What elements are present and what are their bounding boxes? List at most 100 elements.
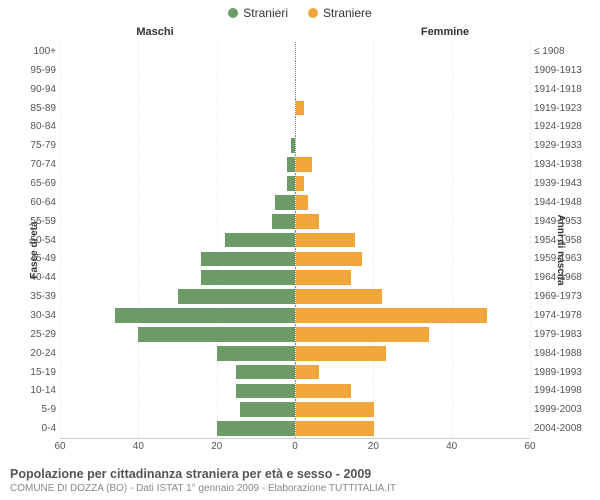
female-bar — [296, 157, 312, 172]
age-label: 25-29 — [22, 329, 56, 340]
age-label: 60-64 — [22, 197, 56, 208]
female-bar — [296, 308, 487, 323]
legend-male-label: Stranieri — [243, 6, 288, 20]
chart-row: 90-941914-1918 — [60, 80, 530, 99]
female-half — [295, 419, 530, 438]
male-bar — [236, 384, 295, 399]
age-label: 45-49 — [22, 253, 56, 264]
male-bar — [240, 402, 295, 417]
female-bar — [296, 327, 429, 342]
chart-rows: 100+≤ 190895-991909-191390-941914-191885… — [60, 42, 530, 438]
birth-year-label: 1979-1983 — [534, 329, 588, 340]
female-bar — [296, 233, 355, 248]
age-label: 10-14 — [22, 385, 56, 396]
header-male: Maschi — [0, 26, 250, 38]
male-bar — [201, 252, 295, 267]
birth-year-label: 2004-2008 — [534, 423, 588, 434]
age-label: 75-79 — [22, 140, 56, 151]
male-bar — [138, 327, 295, 342]
male-bar — [272, 214, 296, 229]
female-half — [295, 193, 530, 212]
female-bar — [296, 421, 374, 436]
chart-row: 10-141994-1998 — [60, 381, 530, 400]
chart-row: 45-491959-1963 — [60, 249, 530, 268]
chart-row: 25-291979-1983 — [60, 325, 530, 344]
male-half — [60, 174, 295, 193]
male-half — [60, 117, 295, 136]
birth-year-label: 1929-1933 — [534, 140, 588, 151]
male-half — [60, 61, 295, 80]
female-half — [295, 212, 530, 231]
y-axis-left-title: Fasce di età — [29, 221, 40, 278]
birth-year-label: 1934-1938 — [534, 159, 588, 170]
male-swatch — [228, 8, 238, 18]
female-half — [295, 400, 530, 419]
female-half — [295, 155, 530, 174]
male-half — [60, 231, 295, 250]
age-label: 5-9 — [22, 404, 56, 415]
age-label: 0-4 — [22, 423, 56, 434]
birth-year-label: 1984-1988 — [534, 348, 588, 359]
age-label: 95-99 — [22, 65, 56, 76]
footer: Popolazione per cittadinanza straniera p… — [10, 467, 590, 494]
female-half — [295, 136, 530, 155]
legend-female-label: Straniere — [323, 6, 372, 20]
birth-year-label: 1909-1913 — [534, 65, 588, 76]
chart-row: 95-991909-1913 — [60, 61, 530, 80]
female-half — [295, 344, 530, 363]
male-half — [60, 136, 295, 155]
age-label: 80-84 — [22, 121, 56, 132]
birth-year-label: 1969-1973 — [534, 291, 588, 302]
birth-year-label: 1949-1953 — [534, 216, 588, 227]
female-half — [295, 306, 530, 325]
age-label: 70-74 — [22, 159, 56, 170]
female-half — [295, 42, 530, 61]
male-half — [60, 419, 295, 438]
male-half — [60, 344, 295, 363]
female-bar — [296, 195, 308, 210]
female-bar — [296, 214, 319, 229]
male-bar — [287, 157, 295, 172]
male-half — [60, 325, 295, 344]
birth-year-label: 1919-1923 — [534, 103, 588, 114]
female-swatch — [308, 8, 318, 18]
female-bar — [296, 270, 351, 285]
female-bar — [296, 346, 386, 361]
female-half — [295, 381, 530, 400]
age-label: 20-24 — [22, 348, 56, 359]
birth-year-label: 1939-1943 — [534, 178, 588, 189]
female-half — [295, 231, 530, 250]
pyramid-chart: 100+≤ 190895-991909-191390-941914-191885… — [60, 42, 530, 438]
x-tick: 60 — [524, 441, 535, 452]
age-label: 40-44 — [22, 272, 56, 283]
chart-row: 80-841924-1928 — [60, 117, 530, 136]
female-half — [295, 99, 530, 118]
chart-row: 55-591949-1953 — [60, 212, 530, 231]
male-half — [60, 193, 295, 212]
age-label: 65-69 — [22, 178, 56, 189]
chart-row: 75-791929-1933 — [60, 136, 530, 155]
age-label: 55-59 — [22, 216, 56, 227]
age-label: 85-89 — [22, 103, 56, 114]
male-bar — [275, 195, 295, 210]
female-bar — [296, 365, 319, 380]
female-half — [295, 61, 530, 80]
chart-row: 30-341974-1978 — [60, 306, 530, 325]
birth-year-label: 1999-2003 — [534, 404, 588, 415]
male-half — [60, 400, 295, 419]
footer-subtitle: COMUNE DI DOZZA (BO) - Dati ISTAT 1° gen… — [10, 483, 590, 494]
male-bar — [217, 421, 295, 436]
male-half — [60, 249, 295, 268]
male-half — [60, 363, 295, 382]
female-half — [295, 80, 530, 99]
age-label: 50-54 — [22, 235, 56, 246]
female-half — [295, 363, 530, 382]
age-label: 30-34 — [22, 310, 56, 321]
male-bar — [115, 308, 295, 323]
female-bar — [296, 289, 382, 304]
male-bar — [287, 176, 295, 191]
x-tick: 40 — [446, 441, 457, 452]
chart-row: 65-691939-1943 — [60, 174, 530, 193]
birth-year-label: 1914-1918 — [534, 84, 588, 95]
female-half — [295, 325, 530, 344]
